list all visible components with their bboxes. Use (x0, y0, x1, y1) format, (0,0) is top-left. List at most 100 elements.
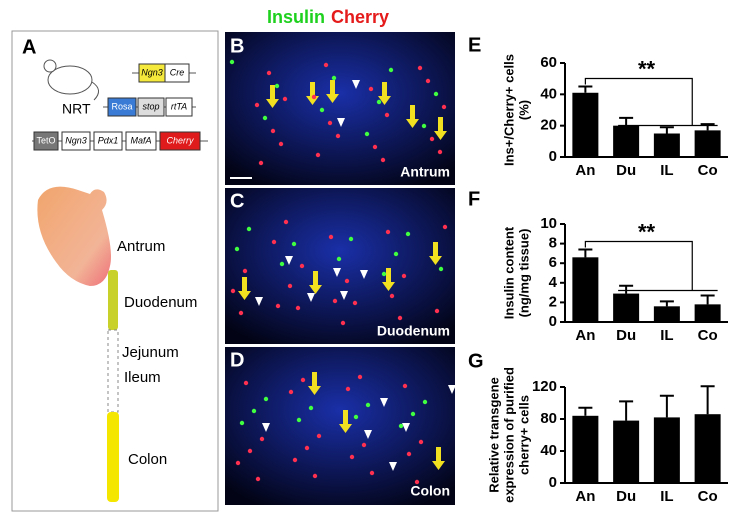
cell-dot (414, 479, 420, 485)
construct-label: Cherry (166, 135, 194, 145)
cell-dot (410, 411, 416, 417)
y-tick-label: 120 (532, 378, 557, 395)
cell-dot (381, 271, 387, 277)
micrograph (225, 347, 455, 505)
error-bar (659, 394, 674, 418)
mouse-icon (43, 59, 57, 73)
y-axis-label: cherry+ cells (516, 395, 531, 475)
cell-dot (300, 377, 306, 383)
y-tick-label: 8 (549, 235, 557, 252)
cell-dot (376, 99, 382, 105)
cell-dot (331, 75, 337, 81)
region-label: Duodenum (377, 323, 450, 339)
construct-label: stop (142, 101, 159, 111)
cell-dot (229, 59, 235, 65)
cell-dot (295, 305, 301, 311)
cell-dot (287, 283, 293, 289)
panel-letter: G (468, 350, 484, 372)
cell-dot (258, 160, 264, 166)
cell-dot (282, 96, 288, 102)
cell-dot (401, 273, 407, 279)
x-tick-label: An (575, 327, 595, 344)
cell-dot (429, 136, 435, 142)
y-axis-label: (ng/mg tissue) (516, 229, 531, 318)
error-bar (578, 85, 593, 93)
y-axis-label: Insulin content (501, 226, 516, 319)
cell-dot (243, 380, 249, 386)
bar (613, 293, 640, 322)
cell-dot (328, 234, 334, 240)
panel-letter: D (230, 349, 244, 371)
panel-letter: C (230, 190, 244, 212)
micrograph (225, 188, 455, 344)
significance-label: ** (638, 219, 656, 244)
cell-dot (235, 460, 241, 466)
cell-dot (259, 436, 265, 442)
cell-dot (405, 231, 411, 237)
region-label: Duodenum (124, 294, 197, 311)
duodenum (108, 270, 118, 330)
bar (613, 125, 640, 157)
error-bar (578, 406, 593, 416)
cell-dot (234, 246, 240, 252)
cell-dot (246, 226, 252, 232)
cell-dot (288, 389, 294, 395)
stain-label: Cherry (331, 7, 389, 27)
y-tick-label: 0 (549, 313, 557, 330)
bar (572, 257, 599, 322)
cell-dot (311, 94, 317, 100)
cell-dot (372, 144, 378, 150)
micrograph (225, 32, 455, 185)
cell-dot (402, 383, 408, 389)
significance-bracket (584, 240, 718, 292)
y-tick-label: 20 (540, 117, 557, 134)
construct-box (93, 131, 123, 151)
construct-box (61, 131, 91, 151)
cell-dot (345, 386, 351, 392)
cell-dot (365, 402, 371, 408)
micrographs: B C D Antrum Duodenum Colon (225, 32, 456, 505)
cell-dot (230, 288, 236, 294)
bar (694, 304, 721, 322)
cell-dot (336, 256, 342, 262)
panel-letter: F (468, 188, 480, 210)
cell-dot (417, 65, 423, 71)
panel-letter: A (22, 36, 36, 58)
y-tick-label: 60 (540, 54, 557, 71)
y-axis-label: Relative transgene (486, 377, 501, 493)
cell-dot (247, 448, 253, 454)
bar (653, 417, 680, 483)
construct-label: Pdx1 (98, 135, 119, 145)
cell-dot (271, 239, 277, 245)
cell-dot (316, 433, 322, 439)
x-tick-label: Du (616, 488, 636, 505)
y-axis-label: (%) (516, 100, 531, 120)
cell-dot (279, 261, 285, 267)
cell-dot (421, 123, 427, 129)
mouse-icon (47, 65, 93, 95)
cell-dot (275, 303, 281, 309)
y-tick-label: 40 (540, 442, 557, 459)
construct-box (125, 131, 157, 151)
cell-dot (263, 396, 269, 402)
region-label: Antrum (117, 238, 165, 255)
x-tick-label: Co (698, 327, 718, 344)
y-tick-label: 0 (549, 474, 557, 491)
colon (107, 412, 119, 502)
bar (572, 92, 599, 157)
significance-bracket (584, 77, 718, 127)
cell-dot (242, 268, 248, 274)
cell-dot (308, 405, 314, 411)
cell-dot (323, 62, 329, 68)
cell-dot (270, 128, 276, 134)
cell-dot (397, 315, 403, 321)
cell-dot (352, 300, 358, 306)
panel-letter: E (468, 34, 481, 56)
cell-dot (364, 131, 370, 137)
y-tick-label: 6 (549, 254, 557, 271)
cell-dot (327, 120, 333, 126)
x-tick-label: An (575, 488, 595, 505)
arrows (238, 80, 447, 470)
x-tick-label: An (575, 162, 595, 179)
x-tick-label: Co (698, 162, 718, 179)
